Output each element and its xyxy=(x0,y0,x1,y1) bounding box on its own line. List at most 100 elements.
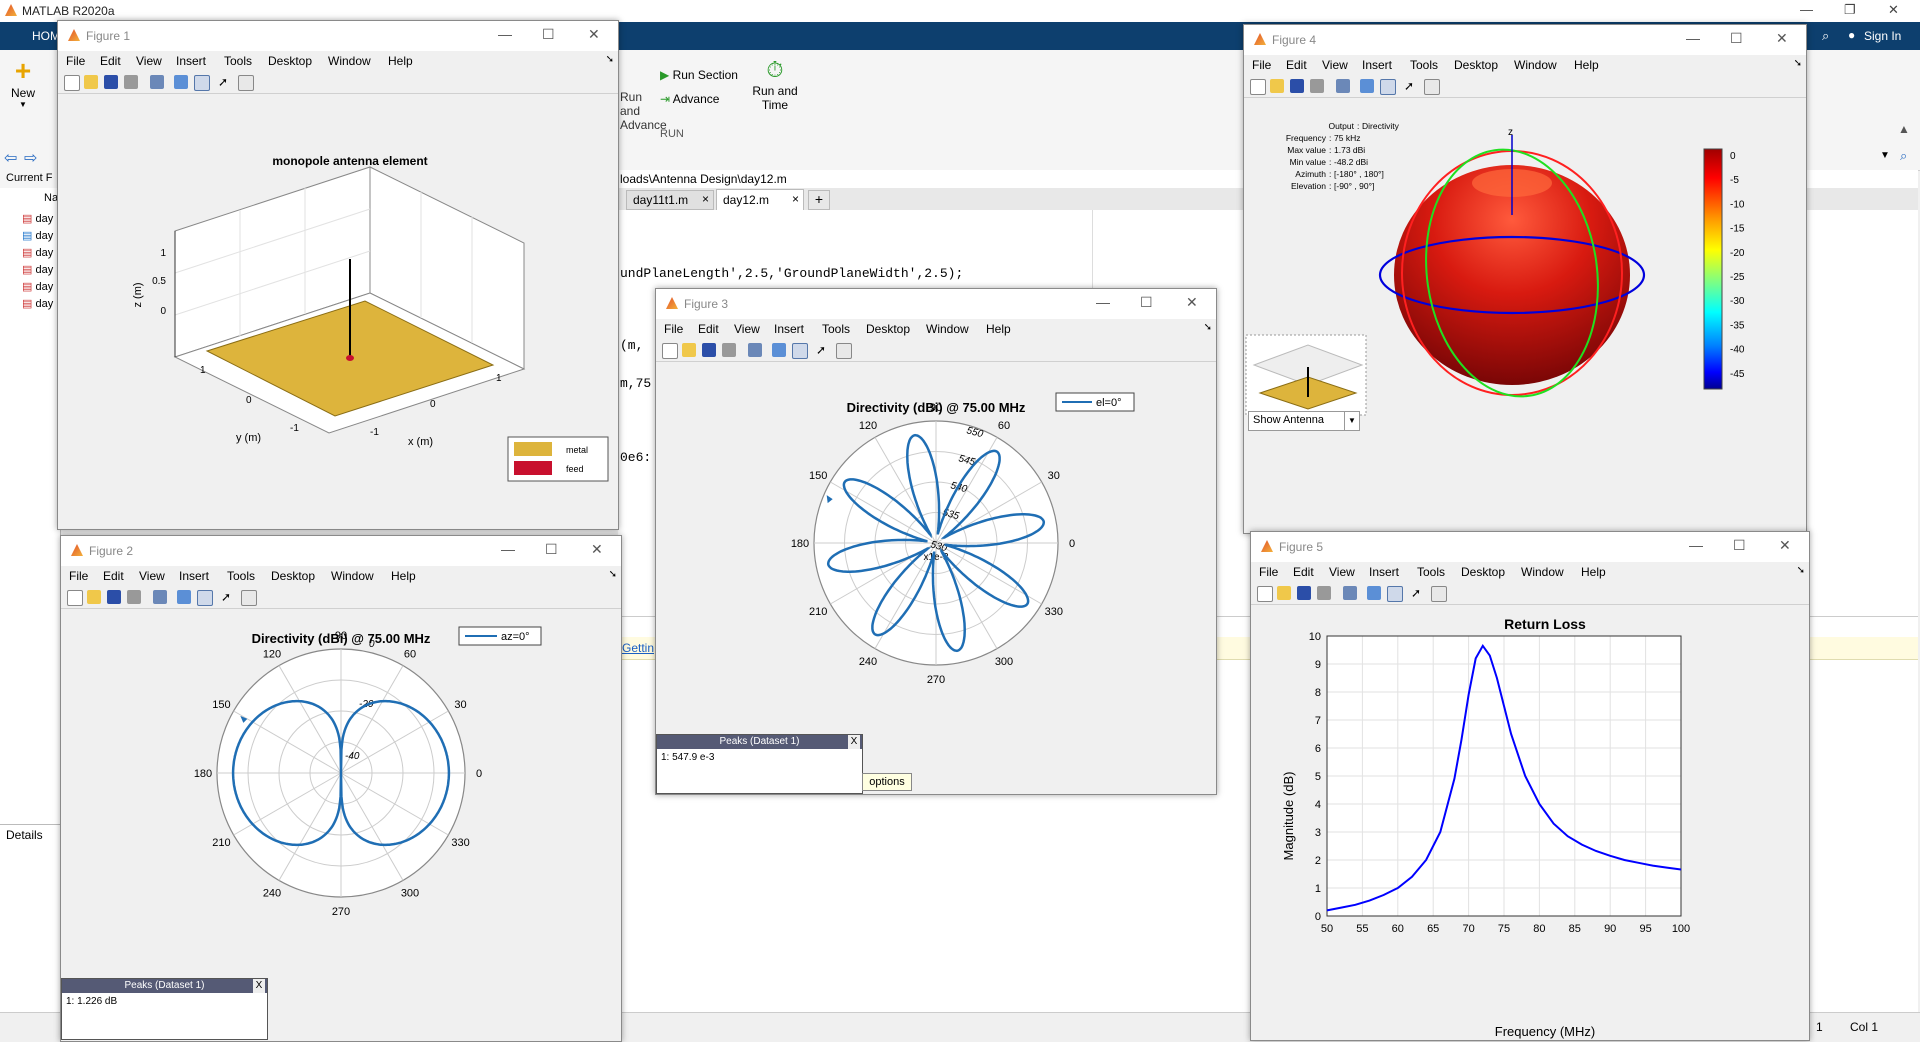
figure-2-window[interactable]: Figure 2 — ☐ ✕ File Edit View Insert Too… xyxy=(60,535,622,1042)
minimize-icon[interactable]: — xyxy=(1686,30,1700,46)
new-figure-icon[interactable] xyxy=(67,590,83,606)
pointer-icon[interactable]: ➚ xyxy=(221,590,232,604)
pointer-icon[interactable]: ➚ xyxy=(1404,79,1415,93)
menu-window[interactable]: Window xyxy=(1521,565,1564,579)
forward-arrow-icon[interactable]: ⇨ xyxy=(24,150,38,167)
open-icon[interactable] xyxy=(84,75,98,89)
new-figure-icon[interactable] xyxy=(1257,586,1273,602)
close-tab-icon[interactable]: × xyxy=(791,192,799,206)
menu-window[interactable]: Window xyxy=(328,54,371,68)
menu-edit[interactable]: Edit xyxy=(698,322,719,336)
menu-insert[interactable]: Insert xyxy=(179,569,210,583)
menu-file[interactable]: File xyxy=(66,54,86,68)
minimize-icon[interactable]: — xyxy=(1096,294,1110,310)
getting-started-link[interactable]: Gettin xyxy=(622,641,655,655)
close-icon[interactable]: ✕ xyxy=(1779,537,1791,553)
legend-box[interactable]: metal feed xyxy=(507,436,609,482)
name-column-header[interactable]: Na xyxy=(44,192,59,204)
close-tab-icon[interactable]: × xyxy=(701,192,709,206)
close-icon[interactable]: ✕ xyxy=(591,541,603,557)
run-and-advance-button[interactable]: Run and Advance xyxy=(620,90,667,132)
print-icon[interactable] xyxy=(1310,79,1324,93)
menu-view[interactable]: View xyxy=(1329,565,1355,579)
open-icon[interactable] xyxy=(1277,586,1291,600)
code-line[interactable]: m,75 xyxy=(620,376,652,391)
azimuth-polar-plot[interactable]: Directivity (dBi) @ 75.00 MHz el=0° 0 30 6… xyxy=(656,363,1216,794)
print-icon[interactable] xyxy=(127,590,141,604)
colorbar-icon[interactable] xyxy=(772,343,786,357)
link-icon[interactable] xyxy=(150,75,164,89)
maximize-icon[interactable]: ☐ xyxy=(1733,537,1746,553)
menu-window[interactable]: Window xyxy=(926,322,969,336)
list-item[interactable]: ▤ day xyxy=(22,264,54,276)
path-search-icon[interactable]: ⌕ xyxy=(1900,148,1908,163)
save-icon[interactable] xyxy=(1297,586,1311,600)
property-editor-icon[interactable] xyxy=(238,75,254,91)
close-icon[interactable]: ✕ xyxy=(1776,30,1788,46)
search-icon[interactable]: ⌕ xyxy=(1822,28,1830,43)
print-icon[interactable] xyxy=(124,75,138,89)
list-item[interactable]: ▤ day xyxy=(22,281,54,293)
menu-view[interactable]: View xyxy=(1322,58,1348,72)
save-icon[interactable] xyxy=(1290,79,1304,93)
close-icon[interactable]: ✕ xyxy=(588,26,600,42)
menu-desktop[interactable]: Desktop xyxy=(1454,58,1499,72)
menu-help[interactable]: Help xyxy=(388,54,413,68)
close-peaks-button[interactable]: X xyxy=(253,979,265,993)
list-item[interactable]: ▤ day xyxy=(22,298,54,310)
menu-file[interactable]: File xyxy=(664,322,684,336)
new-figure-icon[interactable] xyxy=(662,343,678,359)
details-header[interactable]: Details xyxy=(6,828,43,842)
dock-arrow-icon[interactable]: ➘ xyxy=(605,54,614,65)
menu-desktop[interactable]: Desktop xyxy=(1461,565,1506,579)
list-item[interactable]: ▤ day xyxy=(22,247,54,259)
link-icon[interactable] xyxy=(1343,586,1357,600)
menu-edit[interactable]: Edit xyxy=(1293,565,1314,579)
pointer-icon[interactable]: ➚ xyxy=(218,75,229,89)
legend-icon[interactable] xyxy=(792,343,808,359)
tab-day12[interactable]: day12.m × xyxy=(716,189,804,210)
code-line[interactable]: undPlaneLength',2.5,'GroundPlaneWidth',2… xyxy=(620,266,964,281)
minimize-icon[interactable]: — xyxy=(1800,2,1813,17)
code-line[interactable]: 0e6: xyxy=(620,450,652,465)
maximize-icon[interactable]: ☐ xyxy=(542,26,555,42)
menu-edit[interactable]: Edit xyxy=(100,54,121,68)
open-icon[interactable] xyxy=(682,343,696,357)
menu-help[interactable]: Help xyxy=(986,322,1011,336)
property-editor-icon[interactable] xyxy=(836,343,852,359)
list-item[interactable]: ▤ day xyxy=(22,213,54,225)
menu-edit[interactable]: Edit xyxy=(1286,58,1307,72)
legend-box[interactable]: az=0° xyxy=(458,626,542,646)
figure-4-window[interactable]: Figure 4 — ☐ ✕ File Edit View Insert Too… xyxy=(1243,24,1807,534)
menu-tools[interactable]: Tools xyxy=(224,54,253,68)
menu-window[interactable]: Window xyxy=(1514,58,1557,72)
menu-help[interactable]: Help xyxy=(1574,58,1599,72)
peaks-table[interactable]: Peaks (Dataset 1) X 1: 1.226 dB xyxy=(61,978,268,1040)
minimize-icon[interactable]: — xyxy=(1689,537,1703,553)
colorbar-icon[interactable] xyxy=(177,590,191,604)
property-editor-icon[interactable] xyxy=(1431,586,1447,602)
advance-button[interactable]: ⇥ Advance xyxy=(660,92,720,106)
menu-help[interactable]: Help xyxy=(391,569,416,583)
show-antenna-dropdown[interactable]: Show Antenna ▼ xyxy=(1248,411,1360,431)
menu-insert[interactable]: Insert xyxy=(1362,58,1393,72)
back-arrow-icon[interactable]: ⇦ xyxy=(4,150,18,167)
dock-arrow-icon[interactable]: ➘ xyxy=(608,569,617,580)
figure-5-window[interactable]: Figure 5 — ☐ ✕ File Edit View Insert Too… xyxy=(1250,531,1810,1041)
menu-help[interactable]: Help xyxy=(1581,565,1606,579)
colorbar-icon[interactable] xyxy=(1360,79,1374,93)
close-icon[interactable]: ✕ xyxy=(1186,294,1198,310)
dock-arrow-icon[interactable]: ➘ xyxy=(1796,565,1805,576)
legend-icon[interactable] xyxy=(1387,586,1403,602)
colorbar-icon[interactable] xyxy=(174,75,188,89)
path-dropdown-icon[interactable]: ▼ xyxy=(1880,150,1890,161)
link-icon[interactable] xyxy=(1336,79,1350,93)
close-icon[interactable]: ✕ xyxy=(1888,2,1899,17)
maximize-icon[interactable]: ☐ xyxy=(545,541,558,557)
sign-in-link[interactable]: Sign In xyxy=(1864,29,1902,43)
menu-tools[interactable]: Tools xyxy=(227,569,256,583)
property-editor-icon[interactable] xyxy=(241,590,257,606)
figure-3-window[interactable]: Figure 3 — ☐ ✕ File Edit View Insert Too… xyxy=(655,288,1217,795)
legend-icon[interactable] xyxy=(1380,79,1396,95)
return-loss-chart[interactable]: Return Loss Frequency (MHz) Magnitude (d… xyxy=(1251,606,1809,1040)
